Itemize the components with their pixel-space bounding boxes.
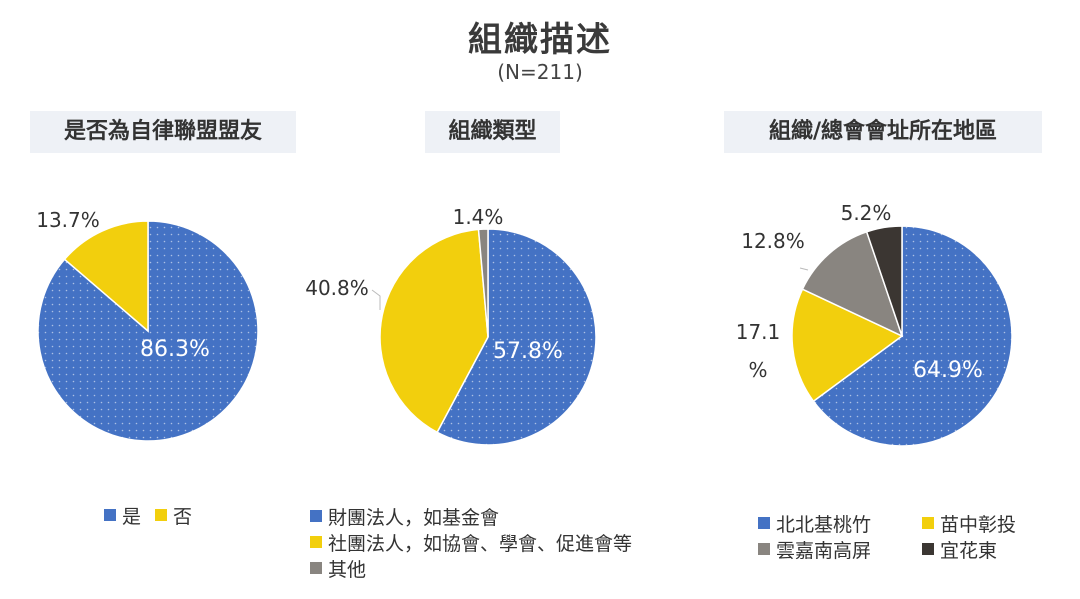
pie-slice [477, 228, 489, 338]
legend-swatch [310, 510, 322, 522]
legend-item: 是 [104, 502, 141, 529]
pie-slice [379, 228, 489, 434]
legend-label: 社團法人，如協會、學會、促進會等 [328, 532, 633, 555]
data-label: 12.8% [741, 229, 805, 253]
chart2-legend: 財團法人，如基金會 社團法人，如協會、學會、促進會等 其他 [310, 503, 646, 581]
data-label: 64.9% [913, 358, 983, 383]
legend-label: 其他 [328, 558, 367, 581]
legend-label: 是 [122, 505, 142, 528]
chart3-title: 組織/總會會址所在地區 [724, 111, 1042, 153]
leader-line [799, 267, 809, 271]
legend-label: 雲嘉南高屏 [776, 539, 872, 562]
chart3-legend: 北北基桃竹 苗中彰投 雲嘉南高屏 宜花東 [758, 510, 1030, 562]
data-label: 13.7% [36, 208, 100, 232]
legend-item: 社團法人，如協會、學會、促進會等 [310, 529, 632, 556]
legend-label: 否 [173, 505, 193, 528]
legend-swatch [758, 517, 770, 529]
pie-slice [865, 225, 903, 337]
legend-label: 財團法人，如基金會 [328, 506, 500, 529]
pie-slice [791, 288, 904, 403]
data-label: 86.3% [140, 337, 210, 362]
data-label: 40.8% [305, 276, 369, 300]
legend-label: 苗中彰投 [940, 513, 1017, 536]
legend-item: 北北基桃竹 [758, 510, 908, 537]
pie-slice [63, 220, 149, 333]
legend-item: 苗中彰投 [922, 510, 1016, 537]
chart1-legend: 是 否 [104, 502, 206, 528]
data-label: 1.4% [453, 205, 504, 229]
legend-swatch [310, 562, 322, 574]
data-label: 57.8% [493, 339, 563, 364]
legend-swatch [922, 543, 934, 555]
legend-label: 北北基桃竹 [776, 513, 872, 536]
legend-swatch [758, 543, 770, 555]
pie-slice [801, 230, 904, 338]
legend-item: 雲嘉南高屏 [758, 536, 908, 563]
legend-item: 宜花東 [922, 536, 997, 563]
legend-item: 否 [155, 502, 192, 529]
data-label: 17.1% [736, 320, 781, 382]
sample-size: (N=211) [497, 60, 583, 84]
legend-label: 宜花東 [940, 539, 998, 562]
data-label: 5.2% [841, 201, 892, 225]
legend-item: 其他 [310, 555, 366, 582]
legend-item: 財團法人，如基金會 [310, 503, 499, 530]
chart2-title: 組織類型 [425, 111, 560, 153]
legend-swatch [310, 536, 322, 548]
legend-swatch [155, 509, 168, 521]
legend-swatch [104, 509, 116, 521]
legend-swatch [922, 517, 934, 529]
leader-line [371, 289, 381, 310]
page-title: 組織描述 [468, 20, 612, 60]
chart1-title: 是否為自律聯盟盟友 [30, 111, 296, 153]
